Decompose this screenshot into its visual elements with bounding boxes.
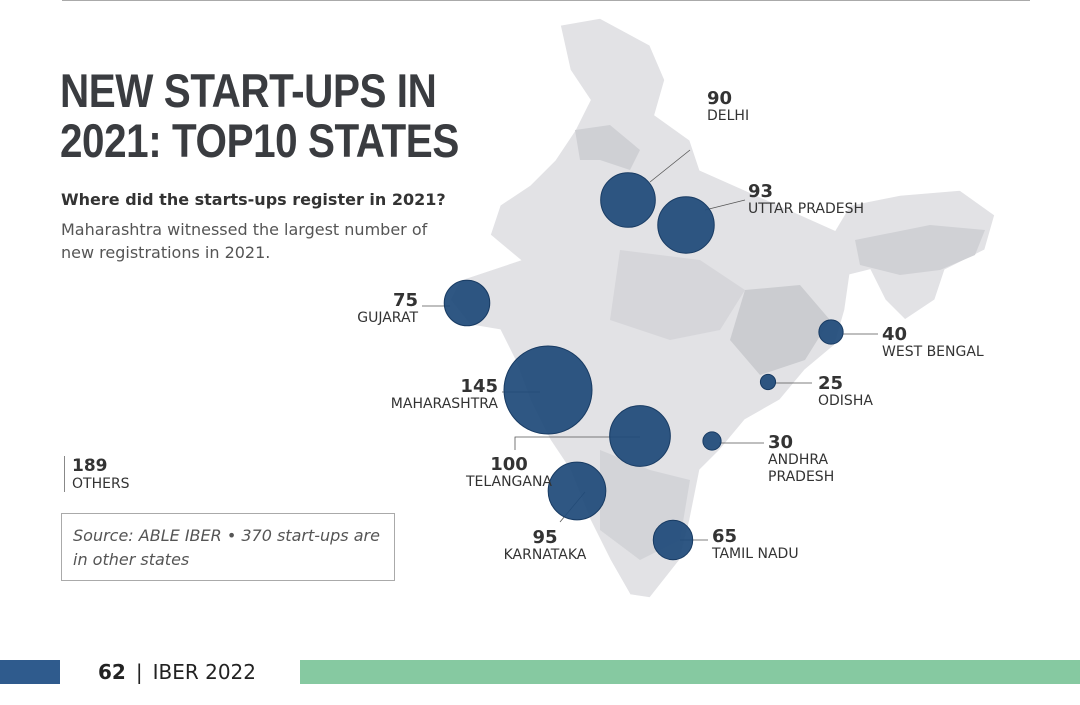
state-name: KARNATAKA <box>503 547 587 563</box>
page-number: 62 <box>98 660 126 684</box>
region-north <box>575 125 640 170</box>
footer: 62 | IBER 2022 <box>98 660 256 684</box>
state-label: 25 ODISHA <box>818 375 873 410</box>
separator: | <box>135 660 143 684</box>
state-value: 25 <box>818 373 844 394</box>
state-value: 65 <box>712 526 738 547</box>
bubble <box>818 319 844 345</box>
state-name: TELANGANA <box>465 474 553 490</box>
description: Maharashtra witnessed the largest number… <box>61 220 428 262</box>
bubble <box>600 172 656 228</box>
state-label: 40 WEST BENGAL <box>882 326 984 361</box>
state-label: 90 DELHI <box>707 90 749 125</box>
state-label: 30 ANDHRA PRADESH <box>768 434 858 486</box>
title-line: 2021: TOP10 STATES <box>60 114 459 167</box>
state-name: MAHARASHTRA <box>390 396 498 412</box>
state-value: 75 <box>392 290 418 311</box>
bubble <box>657 196 715 254</box>
others: 189 OTHERS <box>64 456 130 492</box>
state-value: 90 <box>707 88 733 109</box>
state-name: ODISHA <box>818 393 873 409</box>
state-name: DELHI <box>707 108 750 124</box>
publication: IBER 2022 <box>152 660 257 684</box>
bubble <box>443 279 491 327</box>
state-name: GUJARAT <box>357 310 418 326</box>
state-name: UTTAR PRADESH <box>748 201 864 217</box>
state-value: 100 <box>490 454 528 475</box>
state-value: 145 <box>460 376 498 397</box>
title-line: NEW START-UPS IN <box>60 64 437 117</box>
bubble <box>503 345 593 435</box>
source-box: Source: ABLE IBER • 370 start-ups are in… <box>61 513 395 581</box>
state-value: 30 <box>768 432 794 453</box>
state-value: 93 <box>748 181 774 202</box>
leader-line <box>514 436 640 450</box>
question: Where did the starts-ups register in 202… <box>61 190 446 209</box>
state-label: 75 GUJARAT <box>318 292 418 327</box>
leader-line <box>649 149 691 183</box>
region-central <box>610 250 745 340</box>
footer-bar-left <box>0 660 60 684</box>
state-label: 95 KARNATAKA <box>455 529 635 564</box>
state-value: 40 <box>882 324 908 345</box>
others-value: 189 <box>72 456 108 476</box>
others-label: OTHERS <box>72 476 130 492</box>
bubble <box>652 519 694 561</box>
leader-line <box>704 199 746 211</box>
title: NEW START-UPS IN 2021: TOP10 STATES <box>60 66 459 166</box>
bubble <box>609 405 671 467</box>
state-name: TAMIL NADU <box>712 546 799 562</box>
state-name: ANDHRA PRADESH <box>768 452 835 485</box>
bubble <box>759 373 777 391</box>
state-value: 95 <box>532 527 558 548</box>
state-name: WEST BENGAL <box>882 344 984 360</box>
bubble <box>547 461 607 521</box>
bubble <box>702 431 722 451</box>
footer-bar-right <box>300 660 1080 684</box>
region-east <box>730 285 830 375</box>
state-label: 93 UTTAR PRADESH <box>748 183 864 218</box>
state-label: 100 TELANGANA <box>429 456 589 491</box>
state-label: 145 MAHARASHTRA <box>358 378 498 413</box>
region-northeast <box>855 225 985 275</box>
state-label: 65 TAMIL NADU <box>712 528 799 563</box>
